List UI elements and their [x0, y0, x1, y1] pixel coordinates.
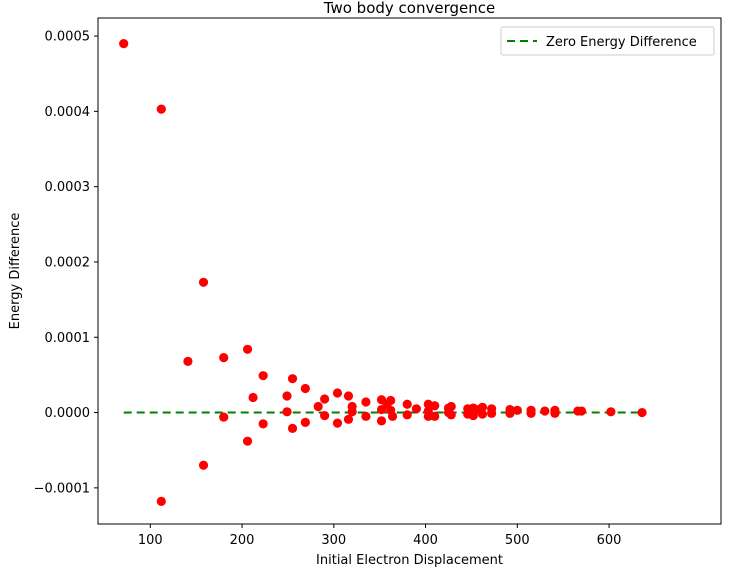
data-point: [242, 344, 253, 354]
data-point: [361, 411, 371, 421]
x-tick-label: 600: [597, 533, 622, 548]
data-point: [512, 405, 522, 415]
data-point: [219, 352, 229, 363]
data-point: [576, 406, 587, 416]
x-axis-label: Initial Electron Displacement: [316, 553, 503, 568]
data-point: [198, 460, 209, 470]
data-point: [156, 496, 166, 507]
y-tick-label: 0.0004: [45, 105, 91, 120]
y-tick-label: 0.0000: [45, 406, 91, 421]
data-point: [540, 406, 550, 416]
y-tick-label: 0.0005: [45, 30, 91, 45]
data-point: [387, 411, 398, 421]
data-point: [258, 371, 268, 381]
data-point: [423, 411, 433, 421]
y-axis: −0.0001 0.0000 0.0001 0.0002 0.0003 0.0004 0.0…: [34, 30, 98, 496]
x-tick-label: 200: [230, 533, 255, 548]
y-tick-label: 0.0002: [45, 255, 91, 270]
data-point: [376, 416, 387, 426]
x-tick-label: 100: [138, 533, 163, 548]
data-point: [343, 391, 354, 401]
legend-box: [500, 26, 715, 56]
data-point: [402, 410, 412, 420]
data-point: [446, 410, 456, 420]
data-point: [637, 407, 647, 418]
y-axis-label: Energy Difference: [8, 213, 23, 330]
data-point: [361, 397, 371, 407]
y-tick-label: 0.0003: [45, 180, 91, 195]
data-point: [198, 277, 209, 287]
data-point: [242, 436, 253, 446]
data-point: [300, 383, 310, 394]
x-axis: 100 200 300 400 500 600: [138, 524, 622, 548]
data-point: [313, 401, 323, 412]
data-point: [287, 423, 298, 433]
data-point: [332, 388, 343, 398]
data-point: [550, 408, 560, 418]
data-point: [487, 408, 497, 418]
data-point: [343, 414, 354, 424]
y-tick-label: −0.0001: [34, 481, 90, 496]
data-point: [386, 395, 396, 406]
data-point: [402, 399, 412, 409]
data-point: [468, 410, 478, 421]
data-point: [282, 391, 292, 401]
data-point: [300, 417, 310, 427]
x-tick-label: 300: [321, 533, 346, 548]
data-point: [183, 356, 193, 366]
legend-label-zero-energy-difference: Zero Energy Difference: [546, 35, 697, 50]
data-point: [430, 401, 440, 411]
data-point: [282, 407, 292, 417]
data-point: [258, 419, 268, 429]
data-point: [320, 394, 330, 404]
y-tick-label: 0.0001: [45, 331, 91, 346]
x-tick-label: 500: [505, 533, 530, 548]
chart-title: Two body convergence: [323, 0, 495, 17]
legend: Zero Energy Difference: [500, 26, 715, 56]
data-point: [320, 410, 330, 421]
data-point: [332, 418, 343, 428]
data-point: [156, 104, 166, 114]
data-point: [526, 408, 536, 418]
data-point: [287, 374, 298, 384]
data-point: [219, 412, 229, 422]
data-point: [119, 39, 129, 49]
data-point: [430, 411, 440, 421]
data-point: [347, 407, 357, 417]
data-point: [606, 407, 616, 417]
plot-area: [119, 39, 647, 507]
data-point: [248, 392, 258, 403]
data-point: [477, 409, 488, 419]
data-point: [505, 408, 515, 418]
x-tick-label: 400: [413, 533, 438, 548]
plot-frame: [97, 17, 722, 525]
data-point: [446, 401, 456, 412]
data-point: [411, 404, 421, 414]
data-point: [477, 402, 488, 412]
